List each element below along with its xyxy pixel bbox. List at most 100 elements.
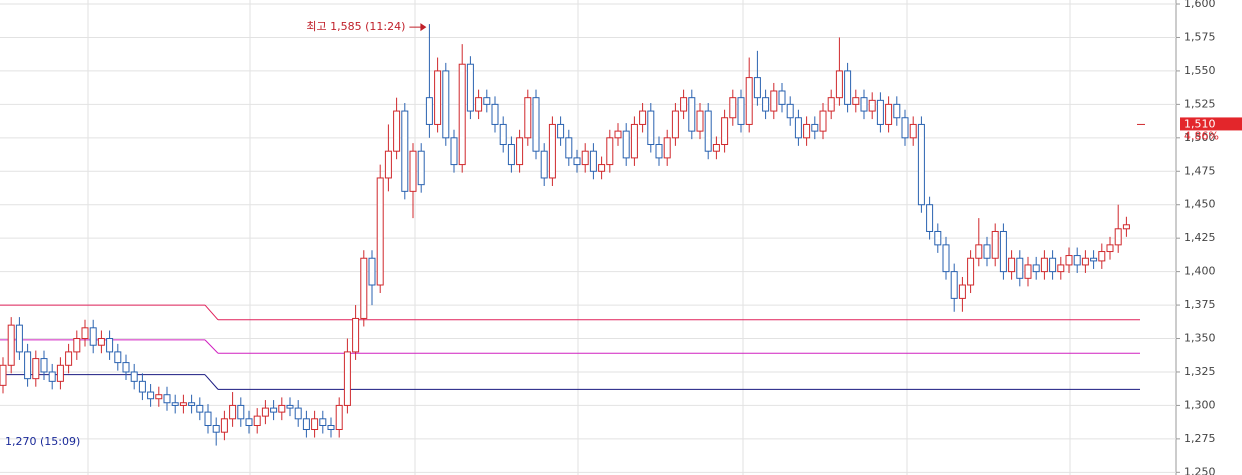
candle-body (1057, 264, 1065, 273)
candle-body (655, 144, 663, 159)
candle-body (991, 230, 999, 259)
candle-body (598, 164, 606, 172)
candle-body (606, 137, 614, 166)
candle-body (811, 123, 819, 132)
candle-body (999, 230, 1007, 273)
candle-body (557, 123, 565, 139)
candle-body (261, 407, 269, 417)
candle-body (450, 137, 458, 166)
candle-body (360, 257, 368, 319)
candle-body (696, 110, 704, 132)
candle-body (1114, 228, 1122, 246)
candle-body (589, 150, 597, 172)
candle-body (491, 103, 499, 125)
candle-body (171, 402, 179, 406)
candle-body (794, 117, 802, 139)
candle-body (581, 150, 589, 166)
candle-body (32, 358, 40, 380)
candle-body (163, 394, 171, 404)
candle-body (540, 150, 548, 179)
y-tick-label: 1,400 (1184, 265, 1216, 278)
candle-body (1024, 264, 1032, 279)
y-tick-label: 1,600 (1184, 0, 1216, 10)
candle-body (384, 150, 392, 179)
candle-body (7, 324, 15, 366)
y-tick-label: 1,350 (1184, 332, 1216, 345)
candle-body (1032, 264, 1040, 273)
y-tick-label: 1,550 (1184, 64, 1216, 77)
candle-body (475, 97, 483, 112)
candle-body (434, 70, 442, 125)
low-annotation: 1,270 (15:09) (5, 435, 80, 448)
candle-body (1073, 255, 1081, 266)
candle-body (253, 415, 261, 426)
candle-body (950, 271, 958, 299)
candle-body (15, 324, 23, 353)
candle-body (1090, 257, 1098, 262)
candle-body (901, 117, 909, 139)
candle-body (204, 411, 212, 426)
y-tick-label: 1,450 (1184, 198, 1216, 211)
y-tick-label: 1,425 (1184, 231, 1216, 244)
candle-body (1098, 251, 1106, 262)
candle-body (327, 424, 335, 431)
candle-body (688, 97, 696, 132)
y-tick-label: 1,300 (1184, 398, 1216, 411)
candle-body (876, 99, 884, 125)
candle-body (885, 103, 893, 125)
candle-body (278, 404, 286, 413)
candle-body (138, 380, 146, 393)
candle-body (393, 110, 401, 152)
candle-body (212, 424, 220, 433)
candle-body (130, 371, 138, 382)
candle-body (442, 70, 450, 139)
candle-body (786, 103, 794, 119)
candle-body (196, 404, 204, 413)
current-price-box (1180, 117, 1242, 131)
candle-body (97, 338, 105, 346)
y-tick-label: 1,575 (1184, 30, 1216, 43)
candle-body (1049, 257, 1057, 273)
y-tick-label: 1,275 (1184, 432, 1216, 445)
change-label: 4.86% (1184, 129, 1219, 142)
candle-body (1008, 257, 1016, 273)
candle-body (401, 110, 409, 192)
candle-body (507, 144, 515, 166)
candle-body (417, 150, 425, 186)
candle-body (647, 110, 655, 146)
candle-body (762, 97, 770, 112)
candle-body (237, 404, 245, 420)
candle-body (934, 230, 942, 246)
candle-body (893, 103, 901, 119)
candle-body (40, 358, 48, 373)
level-step (204, 374, 219, 390)
y-tick-label: 1,325 (1184, 365, 1216, 378)
vertical-grid (87, 0, 1071, 475)
candle-body (24, 351, 32, 380)
candle-body (803, 123, 811, 139)
candle-body (778, 90, 786, 105)
candle-body (1122, 224, 1130, 230)
candle-body (671, 110, 679, 139)
annotation-arrowhead (420, 23, 427, 32)
candle-body (663, 137, 671, 159)
candle-body (245, 418, 253, 426)
y-tick-label: 1,525 (1184, 97, 1216, 110)
current-price-label: 1,510 (1184, 117, 1216, 130)
level-step (204, 339, 219, 354)
candle-body (942, 244, 950, 273)
candle-body (311, 418, 319, 431)
candle-body (975, 244, 983, 259)
level-step (204, 304, 219, 321)
candle-body (712, 144, 720, 152)
y-tick-label: 1,375 (1184, 298, 1216, 311)
high-annotation: 최고 1,585 (11:24) (306, 20, 405, 33)
candle-body (819, 110, 827, 132)
candle-body (409, 150, 417, 192)
candle-body (483, 97, 491, 105)
candle-body (343, 351, 351, 406)
candle-body (573, 157, 581, 166)
candle-body (376, 177, 384, 286)
candle-body (65, 351, 73, 366)
